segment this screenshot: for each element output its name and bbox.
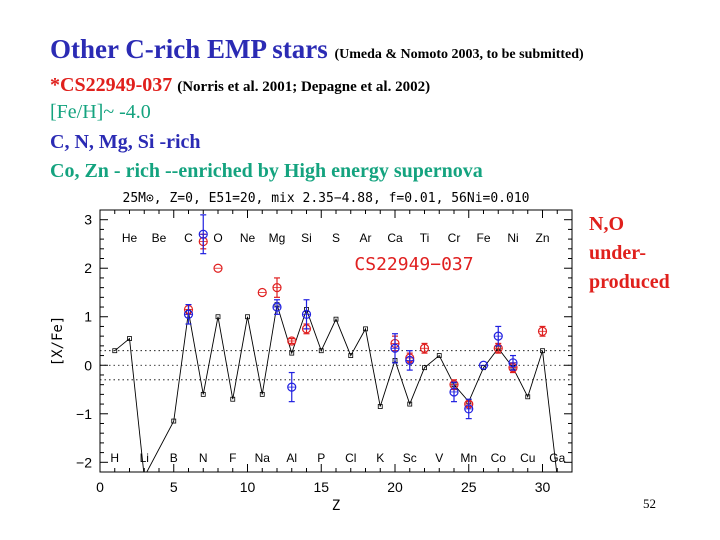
element-label-top: Ti: [420, 231, 430, 245]
model-point: [112, 348, 118, 354]
element-label-bottom: P: [317, 451, 325, 465]
model-point: [259, 391, 265, 397]
model-point: [215, 314, 221, 320]
element-label-bottom: Sc: [403, 451, 417, 465]
element-label-top: Ne: [240, 231, 256, 245]
model-line: [114, 304, 558, 472]
slide-title-main: Other C-rich EMP stars: [50, 34, 328, 64]
model-point: [289, 350, 295, 356]
plot-frame: [99, 209, 573, 473]
element-label-bottom: K: [376, 451, 384, 465]
element-label-top: Ca: [387, 231, 403, 245]
element-label-top: Ar: [360, 231, 372, 245]
element-label-bottom: H: [110, 451, 119, 465]
x-tick-label: 10: [240, 479, 256, 495]
model-point: [422, 365, 427, 371]
star-line: *CS22949-037 (Norris et al. 2001; Depagn…: [50, 74, 430, 97]
element-label-top: Si: [301, 231, 312, 245]
element-label-bottom: Ga: [549, 451, 565, 465]
element-label-bottom: Cu: [520, 451, 535, 465]
element-label-top: Mg: [269, 231, 286, 245]
note-line-3: produced: [589, 271, 670, 293]
x-tick-label: 20: [387, 479, 403, 495]
y-axis-label: [X/Fe]: [50, 316, 66, 367]
element-label-bottom: Li: [140, 451, 149, 465]
model-point: [436, 353, 442, 358]
element-label-top: C: [184, 231, 193, 245]
model-point: [230, 396, 236, 402]
model-point: [377, 404, 383, 409]
model-point: [363, 326, 368, 332]
chart-title: 25M⊙, Z=0, E51=20, mix 2.35−4.88, f=0.01…: [123, 191, 530, 206]
element-label-top: Cr: [448, 231, 461, 245]
element-label-top: Be: [152, 231, 167, 245]
x-tick-label: 5: [170, 479, 178, 495]
rich-elements-line: C, N, Mg, Si -rich: [50, 131, 201, 153]
slide-title: Other C-rich EMP stars (Umeda & Nomoto 2…: [50, 34, 584, 65]
x-tick-label: 0: [96, 479, 104, 495]
y-tick-label: −1: [76, 406, 92, 422]
y-tick-label: 3: [84, 212, 92, 228]
model-point: [200, 391, 206, 397]
element-label-top: O: [213, 231, 222, 245]
model-point: [245, 314, 250, 320]
model-point: [333, 316, 339, 322]
model-point: [171, 418, 177, 424]
x-tick-label: 25: [461, 479, 477, 495]
note-line-1: N,O: [589, 213, 624, 235]
element-label-bottom: Mn: [460, 451, 477, 465]
model-point: [407, 401, 413, 407]
element-label-bottom: F: [229, 451, 236, 465]
star-annotation: CS22949−037: [354, 254, 473, 275]
star-name: *CS22949-037: [50, 74, 173, 96]
metallicity-line: [Fe/H]~ -4.0: [50, 101, 151, 123]
enrichment-line: Co, Zn - rich --enriched by High energy …: [50, 160, 483, 182]
x-axis-label: Z: [332, 498, 340, 514]
element-label-top: He: [122, 231, 138, 245]
element-label-bottom: B: [170, 451, 178, 465]
y-tick-label: −2: [76, 454, 92, 470]
y-tick-label: 2: [84, 260, 92, 276]
page-number: 52: [643, 496, 656, 511]
model-point: [318, 348, 324, 354]
element-label-top: Fe: [476, 231, 490, 245]
element-label-top: Zn: [535, 231, 549, 245]
element-label-bottom: Co: [491, 451, 507, 465]
model-point: [348, 353, 354, 358]
model-point: [525, 394, 531, 400]
element-label-top: S: [332, 231, 340, 245]
star-reference: (Norris et al. 2001; Depagne et al. 2002…: [177, 79, 431, 95]
x-tick-label: 30: [535, 479, 551, 495]
element-label-bottom: Na: [255, 451, 271, 465]
model-point: [127, 336, 132, 341]
element-label-bottom: V: [435, 451, 443, 465]
note-line-2: under-: [589, 242, 647, 264]
element-label-bottom: Cl: [345, 451, 356, 465]
element-label-bottom: N: [199, 451, 208, 465]
y-tick-label: 0: [84, 357, 92, 373]
model-point: [540, 348, 545, 354]
element-label-bottom: Al: [286, 451, 297, 465]
slide-title-reference: (Umeda & Nomoto 2003, to be submitted): [334, 47, 584, 62]
element-label-top: Ni: [507, 231, 518, 245]
x-tick-label: 15: [313, 479, 329, 495]
underproduced-note: N,O under- produced: [589, 210, 670, 297]
y-tick-label: 1: [84, 309, 92, 325]
